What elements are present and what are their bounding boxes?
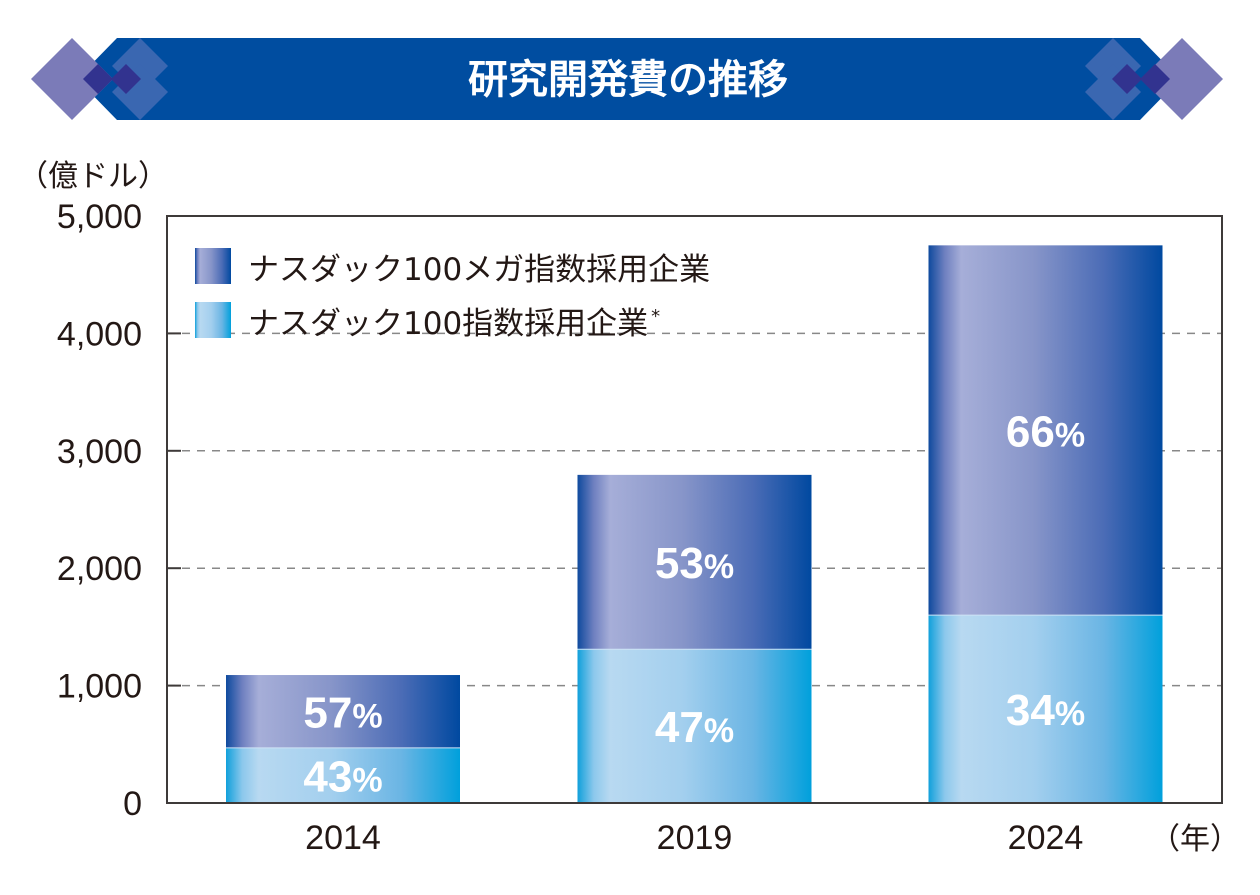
data-label: 53% [655,539,734,588]
legend-label-index: ナスダック100指数採用企業 * [248,306,660,342]
y-tick-label: 5,000 [57,198,142,236]
legend-swatch-mega [195,248,231,284]
data-label: 43% [303,752,382,801]
x-tick-label: 2014 [305,819,381,857]
x-axis-tick-labels: 2014 2019 2024 [305,819,1083,857]
bar-segment-index [928,615,1163,803]
y-tick-label: 3,000 [57,433,142,471]
data-label: 34% [1006,686,1085,735]
legend-footnote-marker: * [651,306,660,327]
bar-group-2019: 47% 53% [577,474,812,803]
chart-title: 研究開発費の推移 [468,57,788,103]
diamond-cluster-left-icon [31,38,168,120]
banner-background [77,38,1180,120]
x-axis-unit-label: （年） [1150,822,1240,857]
data-label: 47% [655,703,734,752]
y-axis-ticks: 0 1,000 2,000 3,000 4,000 5,000 [57,198,181,823]
legend-item-index: ナスダック100指数採用企業 * [195,302,660,342]
y-axis-unit-label: （億ドル） [18,159,168,194]
y-tick-label: 1,000 [57,668,142,706]
y-tick-label: 4,000 [57,315,142,353]
x-tick-label: 2019 [657,819,733,857]
diamond-cluster-right-icon [1085,38,1223,120]
bar-segment-mega [928,245,1163,616]
x-tick-label: 2024 [1008,819,1084,857]
bars: 43%57% 47%53%34%66% [226,245,1163,803]
legend: ナスダック100メガ指数採用企業 ナスダック100指数採用企業 * [195,248,710,342]
plot-frame [166,215,1223,804]
title-banner: 研究開発費の推移 [31,38,1223,120]
legend-label-index-text: ナスダック100指数採用企業 [248,306,648,342]
data-label: 57% [303,688,382,737]
y-tick-label: 2,000 [57,550,142,588]
y-tick-label: 0 [123,785,142,823]
bar-segment-index [226,747,460,803]
bar-segment-mega [226,675,460,748]
bar-group-2014: 43%57% [226,675,460,803]
legend-label-mega: ナスダック100メガ指数採用企業 [248,252,710,288]
legend-item-mega: ナスダック100メガ指数採用企業 [195,248,710,288]
bar-segment-mega [577,474,812,650]
bar-group-2024: 34% 66% [928,245,1163,803]
legend-swatch-index [195,302,231,338]
data-label: 66% [1006,407,1085,456]
bar-segment-index [577,649,812,803]
